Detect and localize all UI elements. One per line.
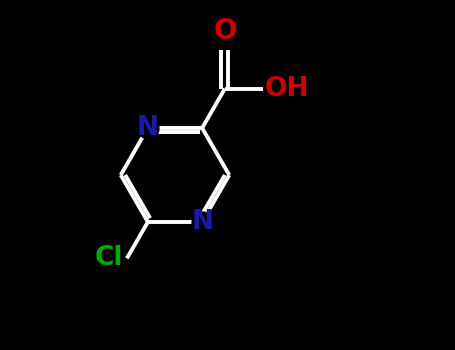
- Text: N: N: [137, 115, 159, 141]
- Text: O: O: [213, 17, 237, 45]
- Text: OH: OH: [265, 76, 309, 101]
- Text: N: N: [191, 209, 213, 235]
- Text: Cl: Cl: [95, 245, 123, 271]
